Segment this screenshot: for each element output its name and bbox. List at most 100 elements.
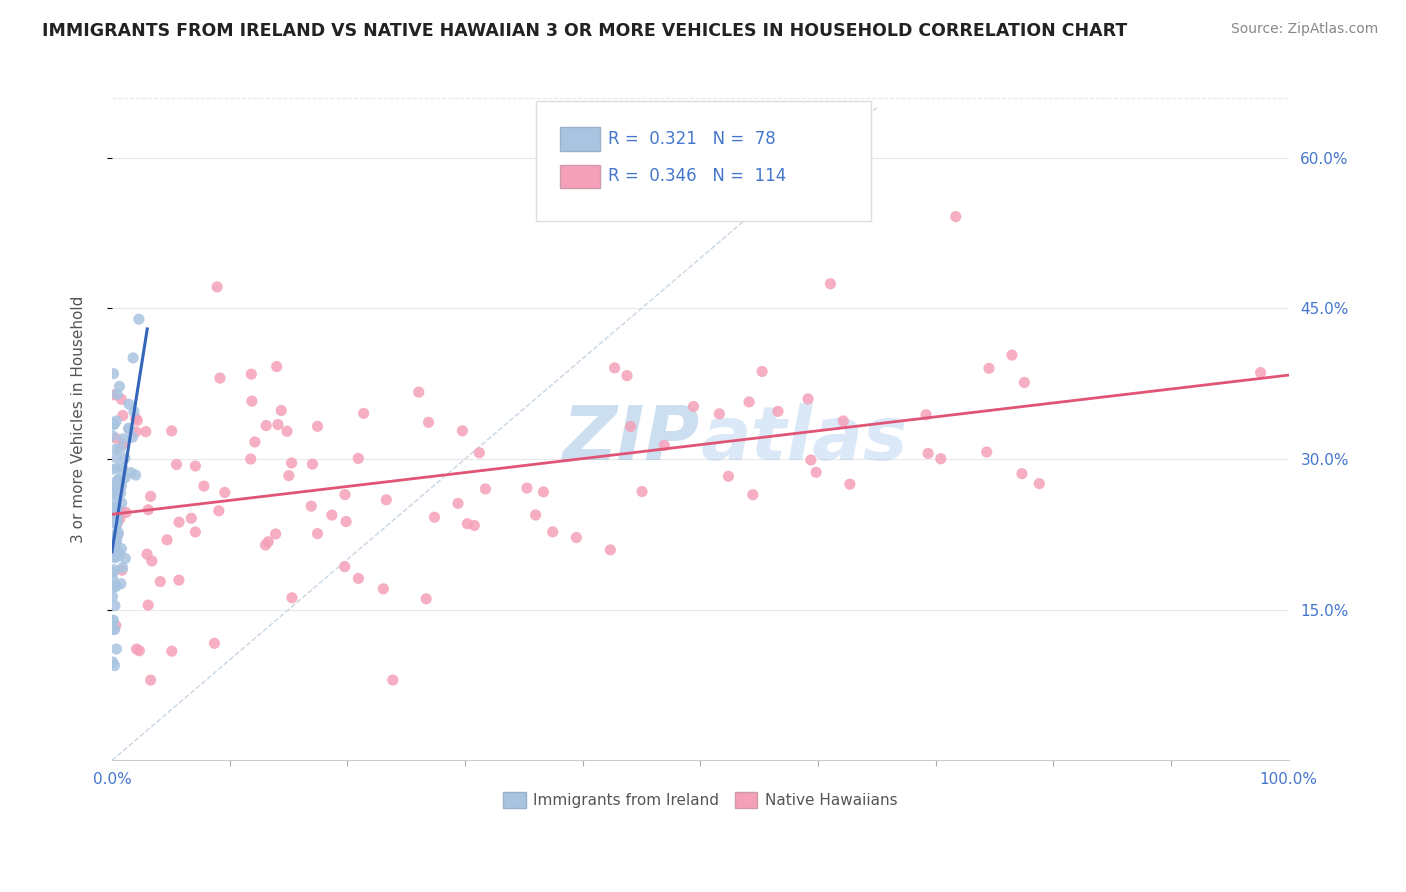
Point (1014, 376, 1036, 390)
Point (105, 534, 128, 549)
Point (347, 451, 370, 466)
Point (125, 642, 148, 657)
Point (1028, 476, 1050, 491)
Point (838, 477, 860, 491)
Point (321, 508, 343, 522)
Point (915, 408, 938, 422)
Point (104, 431, 127, 445)
Point (977, 361, 1000, 376)
Point (125, 411, 148, 425)
Point (832, 414, 855, 428)
Point (917, 446, 939, 460)
Point (101, 571, 124, 585)
Point (110, 504, 132, 518)
Point (101, 481, 124, 495)
Point (107, 461, 129, 475)
Point (104, 623, 127, 637)
Point (103, 388, 125, 402)
Point (160, 424, 183, 438)
Point (447, 496, 470, 510)
Point (105, 579, 128, 593)
Point (180, 511, 202, 525)
Point (184, 524, 207, 539)
Point (307, 526, 329, 541)
Point (240, 394, 263, 409)
Point (101, 484, 124, 499)
Text: ZIP: ZIP (562, 403, 700, 476)
Point (105, 387, 128, 401)
Point (408, 385, 430, 400)
Point (136, 598, 159, 612)
Point (208, 504, 231, 518)
Point (139, 673, 162, 687)
Point (603, 360, 626, 375)
Point (108, 546, 131, 560)
Point (738, 395, 761, 409)
Point (108, 512, 131, 526)
Point (125, 425, 148, 439)
Legend: Immigrants from Ireland, Native Hawaiians: Immigrants from Ireland, Native Hawaiian… (496, 786, 904, 814)
Point (239, 452, 262, 467)
Point (105, 487, 128, 501)
Point (654, 438, 676, 452)
Point (104, 599, 127, 613)
Point (101, 566, 124, 580)
Point (717, 469, 740, 483)
Point (620, 419, 643, 434)
Point (277, 468, 299, 483)
Point (110, 473, 132, 487)
Point (353, 406, 375, 420)
Point (110, 479, 132, 493)
Point (468, 446, 491, 460)
Point (682, 400, 704, 414)
Point (451, 424, 474, 438)
Point (104, 532, 127, 546)
Point (214, 485, 236, 500)
Point (103, 476, 125, 491)
Point (751, 364, 773, 378)
Point (709, 407, 731, 421)
Point (107, 527, 129, 541)
Point (103, 549, 125, 564)
Point (110, 442, 132, 456)
Point (136, 502, 159, 516)
Point (105, 414, 128, 428)
Point (541, 524, 564, 539)
Point (104, 618, 127, 632)
Point (264, 527, 287, 541)
Text: R =  0.321   N =  78: R = 0.321 N = 78 (609, 130, 776, 148)
Point (101, 429, 124, 443)
Point (105, 526, 128, 541)
Point (333, 559, 356, 574)
Point (104, 550, 127, 565)
Point (111, 560, 134, 574)
Point (616, 368, 638, 383)
Point (599, 542, 621, 557)
Point (105, 642, 128, 657)
Point (267, 417, 290, 432)
Point (205, 280, 228, 294)
Point (118, 421, 141, 435)
Y-axis label: 3 or more Vehicles in Household: 3 or more Vehicles in Household (72, 295, 86, 542)
Point (156, 533, 179, 547)
Point (114, 551, 136, 566)
Point (423, 510, 446, 524)
Point (105, 536, 128, 550)
Point (105, 450, 128, 465)
Point (516, 481, 538, 495)
Point (103, 367, 125, 381)
Point (254, 418, 277, 433)
Point (797, 392, 820, 406)
Point (122, 351, 145, 365)
Point (104, 579, 127, 593)
Point (184, 458, 207, 473)
Point (135, 425, 157, 439)
Point (307, 419, 329, 434)
Point (820, 277, 842, 291)
Point (111, 460, 134, 475)
Point (114, 471, 136, 485)
Point (335, 515, 357, 529)
Point (301, 457, 323, 471)
Point (103, 417, 125, 432)
Text: Source: ZipAtlas.com: Source: ZipAtlas.com (1230, 22, 1378, 37)
